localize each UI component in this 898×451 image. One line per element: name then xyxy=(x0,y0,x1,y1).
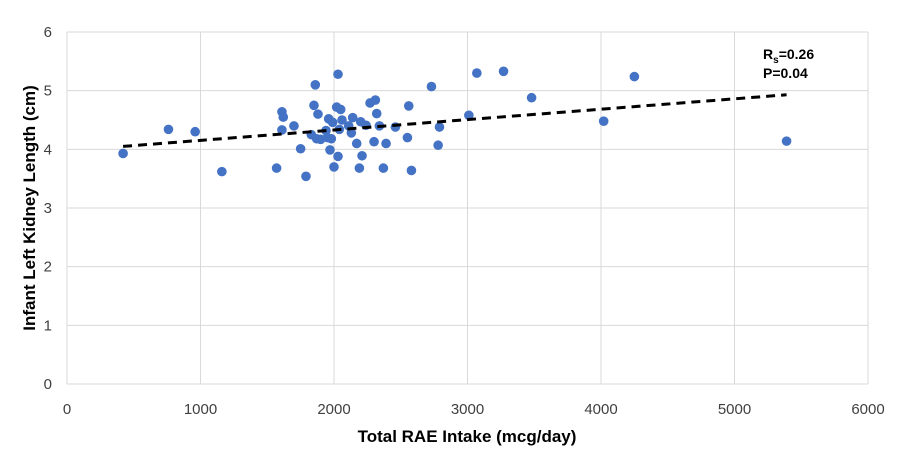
y-axis-title: Infant Left Kidney Length (cm) xyxy=(20,85,39,331)
data-point xyxy=(426,81,437,92)
data-point xyxy=(310,80,321,90)
data-point xyxy=(381,138,391,149)
data-point xyxy=(333,69,343,80)
data-point xyxy=(402,132,413,143)
data-point xyxy=(309,100,319,111)
data-point xyxy=(277,125,287,135)
data-point xyxy=(346,128,357,138)
data-point xyxy=(313,109,323,119)
data-point xyxy=(271,163,282,173)
r-value: =0.26 xyxy=(779,46,815,62)
data-point xyxy=(351,138,362,149)
data-point xyxy=(118,148,128,159)
data-point xyxy=(295,143,306,154)
data-point xyxy=(629,71,640,82)
data-point xyxy=(378,163,389,173)
data-point xyxy=(289,121,299,131)
x-tick-label: 5000 xyxy=(718,401,751,418)
data-point xyxy=(598,116,609,126)
grid-lines xyxy=(66,31,869,385)
x-tick-label: 0 xyxy=(63,401,71,418)
p-value-label: P=0.04 xyxy=(763,65,808,81)
data-point xyxy=(301,171,311,182)
y-tick-label: 2 xyxy=(44,259,52,276)
data-point xyxy=(163,124,174,135)
data-point xyxy=(326,133,337,144)
y-tick-label: 3 xyxy=(44,200,52,217)
data-point xyxy=(333,151,343,162)
data-point xyxy=(406,165,417,176)
data-point xyxy=(217,166,227,177)
x-tick-label: 2000 xyxy=(317,401,350,418)
y-tick-label: 0 xyxy=(44,376,52,393)
y-tick-label: 4 xyxy=(44,141,52,158)
data-point xyxy=(337,115,347,125)
data-point xyxy=(329,162,339,172)
correlation-label: Rs=0.26 xyxy=(763,46,814,66)
data-point xyxy=(781,136,792,146)
data-point xyxy=(357,150,367,161)
data-point xyxy=(371,108,382,119)
y-tick-label: 6 xyxy=(44,24,52,41)
y-tick-label: 5 xyxy=(44,83,52,100)
r-symbol: R xyxy=(763,46,773,62)
x-tick-label: 4000 xyxy=(584,401,617,418)
data-point xyxy=(327,117,338,128)
data-point xyxy=(278,112,289,122)
data-points xyxy=(118,66,792,182)
x-axis-ticks: 0 1000 2000 3000 4000 5000 6000 xyxy=(63,401,885,418)
data-point xyxy=(433,140,443,151)
trendline xyxy=(122,93,787,148)
x-tick-label: 6000 xyxy=(851,401,884,418)
x-tick-label: 1000 xyxy=(184,401,217,418)
data-point xyxy=(526,92,537,103)
data-point xyxy=(403,101,414,111)
data-point xyxy=(190,126,200,137)
data-point xyxy=(369,136,379,147)
data-point xyxy=(370,95,381,105)
data-point xyxy=(335,104,346,115)
data-point xyxy=(354,163,365,173)
r-subscript: s xyxy=(773,55,779,66)
data-point xyxy=(325,145,335,155)
x-tick-label: 3000 xyxy=(451,401,484,418)
data-point xyxy=(434,122,445,132)
y-axis-ticks: 0 1 2 3 4 5 6 xyxy=(44,24,52,393)
data-point xyxy=(498,66,509,77)
y-tick-label: 1 xyxy=(44,317,52,334)
data-point xyxy=(464,110,474,121)
data-point xyxy=(472,68,482,78)
x-axis-title: Total RAE Intake (mcg/day) xyxy=(358,427,577,446)
data-point xyxy=(347,112,358,123)
